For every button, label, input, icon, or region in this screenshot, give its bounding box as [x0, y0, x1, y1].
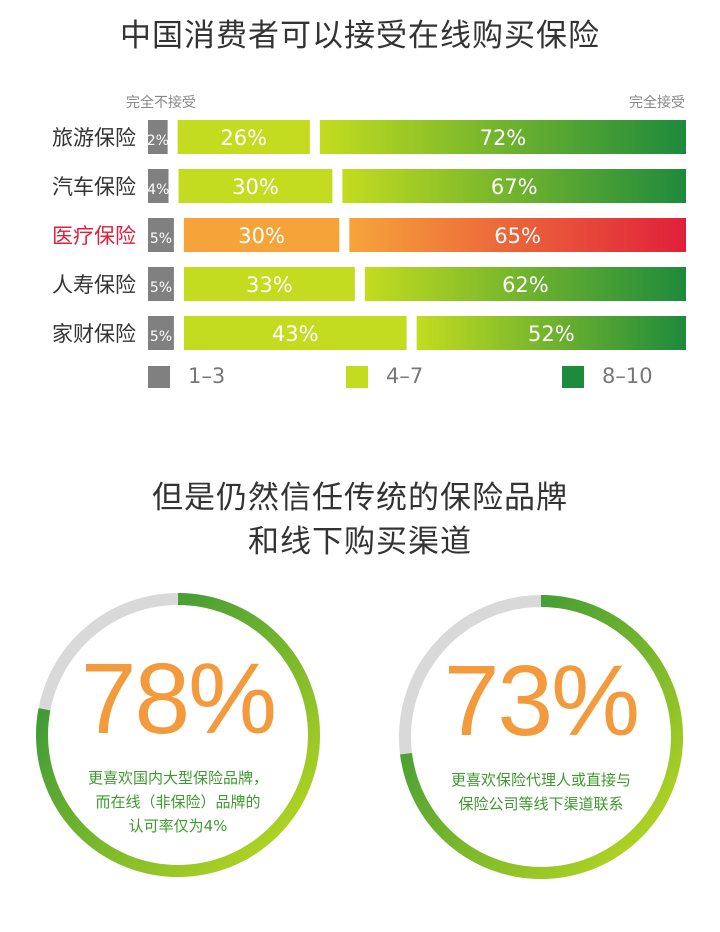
bar-value-label: 62% [502, 273, 549, 297]
legend-label: 1–3 [188, 364, 226, 388]
stacked-bar-chart: 旅游保险 2% 26% 72% 汽车保险 4% 30% 67% 医疗保险 5% 30% 65% 人寿保险… [52, 120, 686, 350]
bar-value-label: 5% [150, 329, 172, 345]
ring-fill [36, 593, 320, 877]
subtitle-line-2: 和线下购买渠道 [248, 524, 472, 560]
ring-progress [36, 593, 320, 877]
bar-segment-high [364, 267, 686, 301]
subtitle-line-1: 但是仍然信任传统的保险品牌 [152, 480, 568, 516]
bar-segment-mid [177, 120, 310, 154]
bar-segment-high [319, 120, 686, 154]
ring-fill [399, 595, 683, 879]
bar-value-label: 67% [491, 175, 538, 199]
ring-stat-channel: 73% 更喜欢保险代理人或直接与 保险公司等线下渠道联系 [396, 592, 686, 882]
legend-label: 8–10 [602, 364, 653, 388]
ring-value: 73% [443, 645, 640, 757]
bar-segment-mid [183, 267, 355, 301]
ring-description: 更喜欢国内大型保险品牌， 而在线（非保险）品牌的 认可率仅为4% [53, 766, 303, 838]
ring-progress [399, 595, 683, 879]
bar-value-label: 5% [150, 280, 172, 296]
bar-value-label: 30% [232, 175, 279, 199]
bar-value-label: 5% [150, 231, 172, 247]
ring-desc-line: 更喜欢国内大型保险品牌， [87, 769, 268, 787]
bar-value-label: 33% [246, 273, 293, 297]
category-label: 汽车保险 [52, 175, 136, 199]
bar-value-label: 43% [272, 322, 319, 346]
ring-stat-brand: 78% 更喜欢国内大型保险品牌， 而在线（非保险）品牌的 认可率仅为4% [33, 590, 323, 880]
bar-segment-mid [183, 316, 407, 350]
ring-value: 78% [80, 643, 277, 755]
bar-segment-low [148, 267, 174, 301]
bar-segment-low [148, 120, 168, 154]
ring-desc-line: 认可率仅为4% [128, 817, 228, 835]
bar-segment-high [342, 169, 686, 203]
category-label: 人寿保险 [52, 273, 136, 297]
ring-description: 更喜欢保险代理人或直接与 保险公司等线下渠道联系 [416, 768, 666, 816]
ring-desc-line: 保险公司等线下渠道联系 [458, 795, 624, 813]
bar-segment-low [148, 218, 174, 252]
bar-value-label: 4% [147, 182, 169, 198]
bar-value-label: 65% [494, 224, 541, 248]
category-label: 旅游保险 [52, 126, 136, 150]
category-label: 医疗保险 [52, 224, 136, 248]
category-label: 家财保险 [52, 322, 136, 346]
bar-value-label: 52% [528, 322, 575, 346]
ring-desc-line: 而在线（非保险）品牌的 [95, 793, 261, 811]
bar-value-label: 72% [480, 126, 527, 150]
bar-segment-mid [183, 218, 340, 252]
bar-value-label: 30% [238, 224, 285, 248]
bar-segment-high [416, 316, 686, 350]
bar-segment-mid [178, 169, 333, 203]
legend-swatch [562, 366, 584, 388]
bar-segment-high [349, 218, 686, 252]
legend-label: 4–7 [386, 364, 424, 388]
scale-right-label: 完全接受 [629, 95, 685, 111]
bar-value-label: 26% [220, 126, 267, 150]
bar-segment-low [148, 169, 169, 203]
ring-desc-line: 更喜欢保险代理人或直接与 [450, 771, 631, 789]
bar-value-label: 2% [147, 133, 169, 149]
chart-title: 中国消费者可以接受在线购买保险 [120, 18, 600, 54]
legend-swatch [148, 366, 170, 388]
legend-swatch [346, 366, 368, 388]
bar-segment-low [148, 316, 174, 350]
scale-left-label: 完全不接受 [126, 95, 196, 111]
